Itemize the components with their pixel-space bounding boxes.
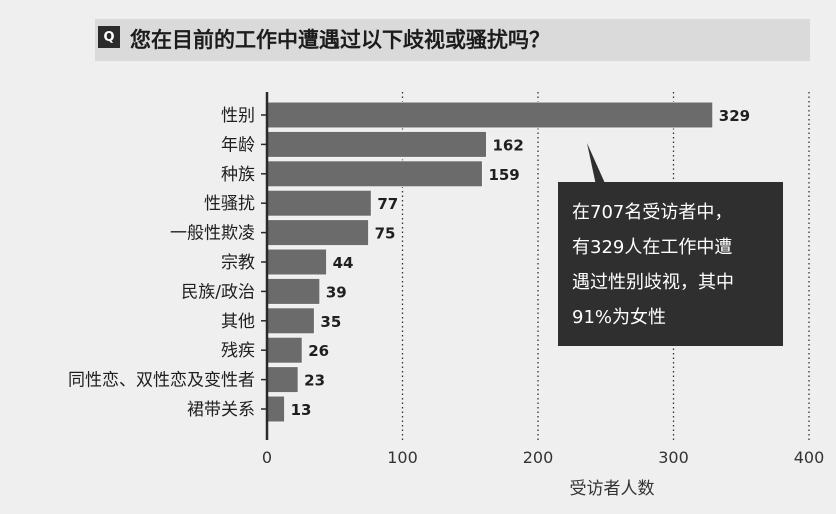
bar bbox=[266, 130, 488, 158]
callout-pointer bbox=[587, 143, 608, 190]
bar bbox=[266, 248, 328, 276]
x-tick-label: 100 bbox=[387, 448, 418, 467]
x-axis-title: 受访者人数 bbox=[570, 479, 655, 499]
category-label: 其他 bbox=[221, 312, 255, 332]
callout-line: 在707名受访者中， bbox=[572, 202, 733, 223]
callout-line: 有329人在工作中遭 bbox=[572, 237, 733, 258]
value-label: 13 bbox=[291, 401, 312, 419]
value-label: 26 bbox=[308, 342, 329, 360]
value-label: 44 bbox=[333, 254, 354, 272]
value-label: 329 bbox=[719, 107, 750, 125]
bar bbox=[266, 336, 303, 364]
bar bbox=[266, 307, 315, 335]
category-label: 裙带关系 bbox=[187, 400, 255, 420]
value-label: 35 bbox=[320, 313, 341, 331]
x-tick-label: 200 bbox=[523, 448, 554, 467]
bar bbox=[266, 277, 321, 305]
value-label: 162 bbox=[493, 136, 524, 154]
category-label: 民族/政治 bbox=[181, 282, 255, 302]
question-header-band bbox=[95, 19, 810, 61]
question-badge: Q bbox=[98, 26, 120, 48]
value-label: 159 bbox=[488, 166, 519, 184]
callout-box: 在707名受访者中， 有329人在工作中遭 遇过性别歧视，其中 91%为女性 bbox=[558, 182, 783, 346]
axes: 0 100 200 300 400 bbox=[261, 92, 824, 467]
category-label: 同性恋、双性恋及变性者 bbox=[68, 370, 255, 391]
category-label: 性骚扰 bbox=[204, 194, 255, 214]
category-label: 种族 bbox=[221, 165, 255, 185]
category-label: 性别 bbox=[221, 106, 255, 126]
bar bbox=[266, 101, 714, 129]
x-tick-label: 300 bbox=[658, 448, 689, 467]
bar bbox=[266, 160, 483, 188]
value-label: 23 bbox=[304, 372, 325, 390]
category-label: 一般性欺凌 bbox=[170, 224, 255, 244]
category-label: 宗教 bbox=[221, 253, 255, 273]
value-label: 39 bbox=[326, 283, 347, 301]
x-tick-label: 400 bbox=[794, 448, 825, 467]
value-label: 75 bbox=[375, 225, 396, 243]
bar bbox=[266, 219, 370, 247]
category-label: 年龄 bbox=[221, 135, 255, 155]
bar bbox=[266, 189, 372, 217]
bar bbox=[266, 366, 299, 394]
bar bbox=[266, 395, 286, 423]
callout-line: 遇过性别歧视，其中 bbox=[572, 272, 734, 293]
category-label: 残疾 bbox=[221, 341, 255, 361]
x-tick-label: 0 bbox=[262, 448, 272, 467]
value-label: 77 bbox=[377, 195, 398, 213]
question-title: 您在目前的工作中遭遇过以下歧视或骚扰吗？ bbox=[130, 28, 550, 52]
callout-line: 91%为女性 bbox=[572, 307, 667, 328]
value-labels: 329 162 159 77 75 44 39 35 26 23 13 bbox=[291, 107, 750, 419]
